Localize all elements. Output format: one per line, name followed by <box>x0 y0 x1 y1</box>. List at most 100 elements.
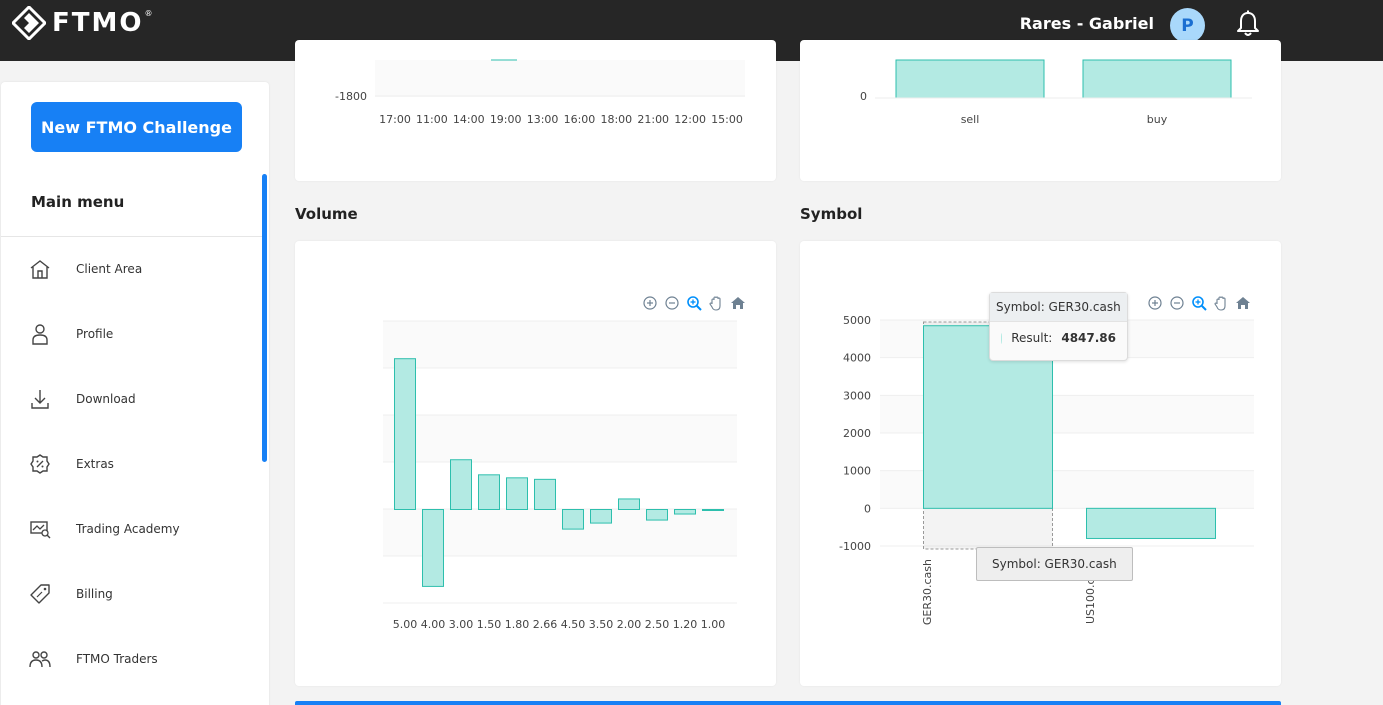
sidebar-item-download[interactable]: Download <box>1 374 261 424</box>
x-tick-label: GER30.cash <box>921 559 934 625</box>
x-tick-label: 4.50 <box>561 618 586 631</box>
bar[interactable] <box>895 59 1045 99</box>
sidebar-item-client-area[interactable]: Client Area <box>1 244 261 294</box>
symbol-section-title: Symbol <box>800 205 863 223</box>
sidebar-item-label: Trading Academy <box>76 522 180 536</box>
x-tick-label: 15:00 <box>711 113 743 126</box>
grid-band <box>383 415 737 462</box>
x-tick-label: 14:00 <box>453 113 485 126</box>
x-tick-label: 17:00 <box>379 113 411 126</box>
username[interactable]: Rares - Gabriel <box>1019 14 1154 33</box>
sidebar-item-label: Profile <box>76 327 114 341</box>
bar[interactable] <box>478 474 500 511</box>
bar[interactable] <box>618 498 640 511</box>
selection-zoom-icon[interactable] <box>686 295 702 311</box>
x-tick-label: 16:00 <box>564 113 596 126</box>
ftmo-logo[interactable]: FTMO ® <box>12 6 152 40</box>
volume-chart: 5.00 4.00 3.00 1.50 1.80 2.66 4.50 3.50 2.00 2.50… <box>383 320 737 631</box>
bar[interactable] <box>562 509 584 530</box>
x-tick-label: 1.20 <box>673 618 698 631</box>
users-icon <box>29 651 51 668</box>
zoom-out-icon[interactable] <box>1169 295 1185 311</box>
x-tick-label: 18:00 <box>600 113 632 126</box>
reset-home-icon[interactable] <box>730 295 746 311</box>
x-tick-label: 2.50 <box>645 618 670 631</box>
bar[interactable] <box>646 509 668 521</box>
bell-icon[interactable] <box>1236 10 1260 38</box>
grid-band <box>383 321 737 368</box>
next-card-edge <box>295 701 1281 705</box>
x-tick-label: 2.00 <box>617 618 642 631</box>
x-tick-label: 12:00 <box>674 113 706 126</box>
sidebar-item-extras[interactable]: Extras <box>1 439 261 489</box>
direction-chart-card: 0 sell buy <box>800 40 1281 181</box>
academy-icon <box>30 521 51 539</box>
y-tick-label: 4000 <box>843 352 871 365</box>
bar[interactable] <box>702 509 724 512</box>
grid-band <box>383 368 737 415</box>
avatar-initial: P <box>1181 15 1194 36</box>
sidebar-scrollbar[interactable] <box>262 174 267 462</box>
bar[interactable] <box>534 478 556 511</box>
x-tick-label: 19:00 <box>490 113 522 126</box>
bar[interactable] <box>1086 507 1216 539</box>
badge-percent-icon <box>30 454 50 474</box>
volume-chart-toolbar <box>642 295 746 311</box>
sidebar-item-label: Billing <box>76 587 113 601</box>
x-tick-label: 3.00 <box>449 618 474 631</box>
x-tick-label: 2.66 <box>533 618 558 631</box>
sidebar-item-billing[interactable]: Billing <box>1 569 261 619</box>
pan-hand-icon[interactable] <box>708 295 724 311</box>
bar[interactable] <box>394 358 416 511</box>
tooltip-value: 4847.86 <box>1061 331 1116 345</box>
y-tick-label: 3000 <box>843 389 871 402</box>
time-chart: -1800 17:00 11:00 14:00 19:00 13:00 16:00 18:0… <box>335 59 745 126</box>
download-icon <box>31 390 49 409</box>
reset-home-icon[interactable] <box>1235 295 1251 311</box>
sidebar-item-label: Extras <box>76 457 114 471</box>
zoom-in-icon[interactable] <box>642 295 658 311</box>
tooltip-title: Symbol: GER30.cash <box>990 293 1127 322</box>
pan-hand-icon[interactable] <box>1213 295 1229 311</box>
logo-registered: ® <box>144 8 153 18</box>
home-icon <box>30 260 50 279</box>
x-tick-label: 4.00 <box>421 618 446 631</box>
bar[interactable] <box>590 509 612 524</box>
y-tick-label: 0 <box>860 90 867 103</box>
new-ftmo-challenge-button[interactable]: New FTMO Challenge <box>31 102 242 152</box>
bar[interactable] <box>674 509 696 515</box>
zoom-in-icon[interactable] <box>1147 295 1163 311</box>
bar[interactable] <box>1082 59 1232 99</box>
y-tick-label: 5000 <box>843 314 871 327</box>
sidebar-item-ftmo-traders[interactable]: FTMO Traders <box>1 634 261 684</box>
y-tick-label: 2000 <box>843 427 871 440</box>
sidebar-item-profile[interactable]: Profile <box>1 309 261 359</box>
user-icon <box>32 324 48 345</box>
grid-band <box>383 462 737 509</box>
sidebar-item-trading-academy[interactable]: Trading Academy <box>1 504 261 554</box>
x-tick-label: buy <box>1147 113 1168 126</box>
x-tick-label: 13:00 <box>527 113 559 126</box>
avatar[interactable]: P <box>1170 8 1205 43</box>
tooltip-label: Result: <box>1011 331 1053 345</box>
chart-tooltip: Symbol: GER30.cash Result: 4847.86 <box>989 292 1128 361</box>
main-menu-title: Main menu <box>31 193 125 211</box>
selection-zoom-icon[interactable] <box>1191 295 1207 311</box>
sidebar-item-label: FTMO Traders <box>76 652 158 666</box>
zoom-out-icon[interactable] <box>664 295 680 311</box>
sidebar-item-label: Download <box>76 392 136 406</box>
x-tick-label: 1.50 <box>477 618 502 631</box>
bar[interactable] <box>450 459 472 511</box>
bar[interactable] <box>422 509 444 587</box>
x-tick-label: sell <box>961 113 980 126</box>
x-tick-label: 11:00 <box>416 113 448 126</box>
price-tag-icon <box>30 584 50 604</box>
ftmo-logo-icon <box>12 6 46 40</box>
tooltip-body: Result: 4847.86 <box>990 322 1127 354</box>
volume-chart-card: 5.00 4.00 3.00 1.50 1.80 2.66 4.50 3.50 2.00 2.50… <box>295 241 776 686</box>
sidebar: New FTMO Challenge Main menu Client Area… <box>1 82 269 705</box>
x-tick-label: 21:00 <box>637 113 669 126</box>
volume-section-title: Volume <box>295 205 358 223</box>
bar[interactable] <box>506 477 528 511</box>
